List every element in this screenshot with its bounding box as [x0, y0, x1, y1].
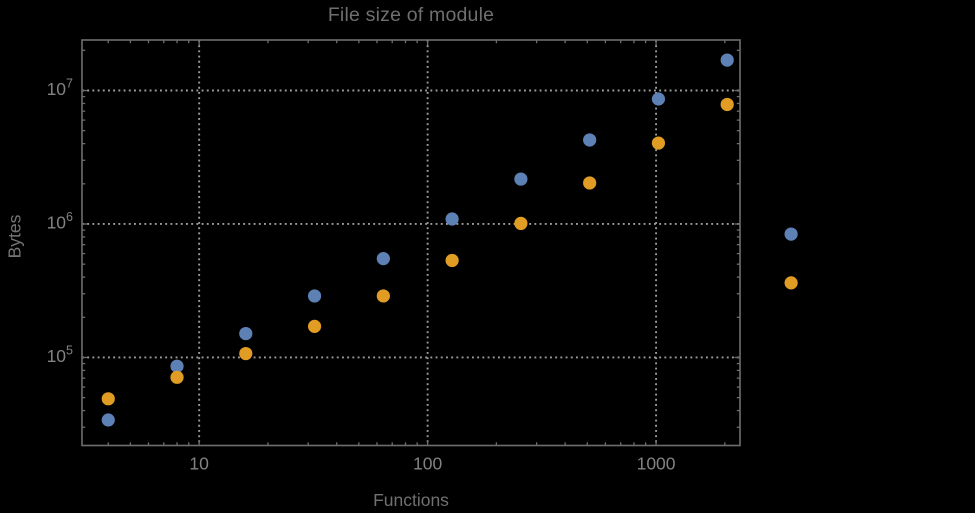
- x-tick-label: 1000: [637, 454, 676, 474]
- chart-title: File size of module: [327, 4, 495, 26]
- tick-layer: [82, 40, 740, 446]
- data-point: [376, 289, 390, 303]
- y-tick-label: 105: [47, 343, 73, 366]
- x-axis-label: Functions: [373, 490, 449, 510]
- y-tick-label: 106: [47, 210, 73, 233]
- data-point: [784, 276, 798, 290]
- data-point: [445, 212, 459, 226]
- data-point: [307, 289, 322, 303]
- data-point: [720, 97, 734, 112]
- chart-frame: [81, 39, 741, 447]
- data-point: [307, 319, 322, 333]
- x-tick-label: 100: [413, 454, 442, 474]
- data-point: [101, 392, 115, 406]
- data-point: [101, 413, 115, 427]
- data-point: [720, 53, 734, 67]
- y-tick-label: 107: [47, 77, 73, 100]
- x-tick-label: 10: [189, 454, 209, 474]
- y-tick-labels: 105 106 107: [47, 77, 73, 366]
- data-point: [445, 253, 459, 268]
- grid-layer: [82, 40, 740, 446]
- data-point: [583, 133, 597, 147]
- data-point: [376, 252, 390, 266]
- data-point: [239, 326, 253, 341]
- data-point: [651, 92, 666, 106]
- data-point: [239, 346, 253, 361]
- data-point: [651, 136, 666, 150]
- data-point: [784, 227, 798, 241]
- series-2-orange-points: [101, 97, 798, 406]
- series-1-blue-points: [101, 53, 798, 427]
- data-point: [514, 172, 528, 186]
- data-point: [170, 359, 184, 373]
- data-point: [170, 370, 184, 384]
- data-point: [514, 216, 528, 231]
- x-tick-labels: 10 100 1000: [189, 454, 675, 474]
- data-point: [583, 176, 597, 190]
